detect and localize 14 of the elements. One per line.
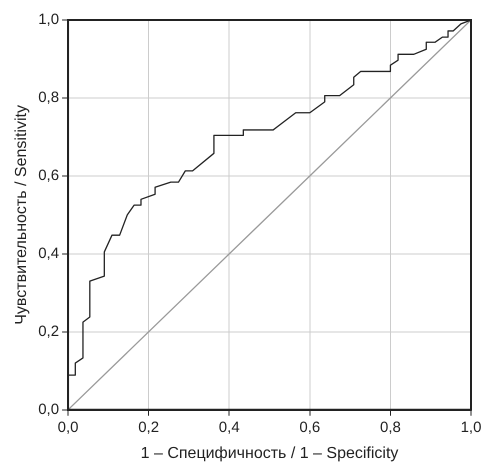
x-axis-title: 1 – Специфичность / 1 – Specificity bbox=[140, 444, 398, 462]
x-tick-label: 0,0 bbox=[58, 418, 78, 436]
y-tick-label: 1,0 bbox=[38, 11, 60, 28]
y-tick-label: 0,2 bbox=[38, 322, 60, 340]
y-tick-label: 0,6 bbox=[38, 167, 60, 184]
y-axis-title: Чувствительность / Sensitivity bbox=[13, 105, 30, 325]
x-tick-label: 0,6 bbox=[299, 418, 320, 436]
y-tick-label: 0,8 bbox=[38, 89, 60, 106]
x-tick-label: 0,2 bbox=[138, 418, 160, 436]
y-tick-label: 0,4 bbox=[38, 245, 60, 262]
x-tick-label: 1,0 bbox=[460, 418, 482, 436]
x-tick-label: 0,8 bbox=[380, 418, 401, 436]
x-tick-label: 0,4 bbox=[218, 418, 240, 436]
y-tick-label: 0,0 bbox=[38, 400, 60, 418]
